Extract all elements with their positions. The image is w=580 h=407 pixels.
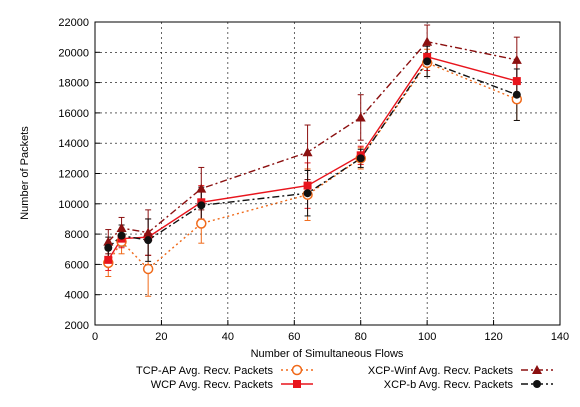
legend-item-series-4: XCP-b Avg. Recv. Packets: [384, 379, 553, 391]
series-1-line: [107, 62, 518, 270]
x-tick-label: 40: [222, 331, 234, 343]
series-4-line: [107, 60, 518, 249]
series-4-point: [117, 231, 126, 240]
series-lines: [107, 40, 518, 270]
legend-marker-swatch: [293, 380, 301, 388]
y-axis-title: Number of Packets: [19, 126, 31, 220]
legend: TCP-AP Avg. Recv. Packets WCP Avg. Recv. …: [136, 364, 553, 391]
series-3-point: [196, 183, 207, 193]
series-4-point: [197, 201, 206, 210]
series-4-point: [512, 90, 521, 99]
x-tick-label: 120: [484, 331, 502, 343]
x-tick-label: 60: [288, 331, 300, 343]
legend-marker-swatch: [291, 364, 303, 376]
legend-marker-swatch: [532, 365, 542, 374]
series-2-point: [303, 181, 312, 190]
x-tick-label: 20: [155, 331, 167, 343]
y-tick-label: 14000: [58, 138, 89, 150]
y-tick-label: 18000: [58, 78, 89, 90]
series-2-point: [423, 52, 432, 61]
y-tick-label: 2000: [65, 320, 89, 332]
series-3-point: [143, 227, 154, 237]
x-tick-label: 0: [92, 331, 98, 343]
series-4-point: [423, 57, 432, 66]
legend-label: XCP-Winf Avg. Recv. Packets: [368, 365, 514, 377]
legend-item-series-3: XCP-Winf Avg. Recv. Packets: [368, 365, 553, 377]
legend-label: XCP-b Avg. Recv. Packets: [384, 379, 514, 391]
series-3-point: [355, 112, 366, 122]
series-4-point: [104, 243, 113, 252]
series-1-point: [196, 218, 207, 229]
x-axis-title: Number of Simultaneous Flows: [251, 348, 404, 360]
y-tick-label: 10000: [58, 199, 89, 211]
y-tick-label: 20000: [58, 47, 89, 59]
y-tick-labels: 2000 4000 6000 8000 10000 12000 14000 16000 1800…: [58, 17, 89, 332]
series-2-line: [107, 56, 518, 261]
series-markers: [103, 36, 523, 275]
series-3-point: [511, 54, 522, 64]
series-2-point: [512, 77, 521, 86]
plot-frame: [94, 21, 561, 326]
y-tick-label: 8000: [65, 229, 89, 241]
y-tick-label: 12000: [58, 169, 89, 181]
x-tick-labels: 0 20 40 60 80 100 120 140: [92, 331, 569, 343]
series-3-point: [422, 36, 433, 46]
y-tick-label: 6000: [65, 259, 89, 271]
y-tick-label: 4000: [65, 290, 89, 302]
y-tick-label: 22000: [58, 17, 89, 29]
series-4-point: [144, 236, 153, 245]
series-2-point: [104, 255, 113, 264]
legend-marker-swatch: [533, 380, 541, 388]
x-tick-label: 80: [355, 331, 367, 343]
series-3-point: [103, 236, 114, 246]
y-tick-label: 16000: [58, 108, 89, 120]
legend-item-series-1: TCP-AP Avg. Recv. Packets: [136, 364, 313, 377]
series-3-point: [302, 147, 313, 157]
series-3-line: [107, 40, 517, 243]
series-1-point: [142, 263, 154, 275]
legend-label: TCP-AP Avg. Recv. Packets: [136, 365, 273, 377]
legend-label: WCP Avg. Recv. Packets: [151, 379, 274, 391]
legend-item-series-2: WCP Avg. Recv. Packets: [151, 379, 313, 391]
x-tick-label: 100: [418, 331, 436, 343]
series-3-point: [116, 223, 127, 233]
x-tick-label: 140: [551, 331, 569, 343]
series-4-point: [356, 154, 365, 163]
series-4-point: [303, 189, 312, 198]
